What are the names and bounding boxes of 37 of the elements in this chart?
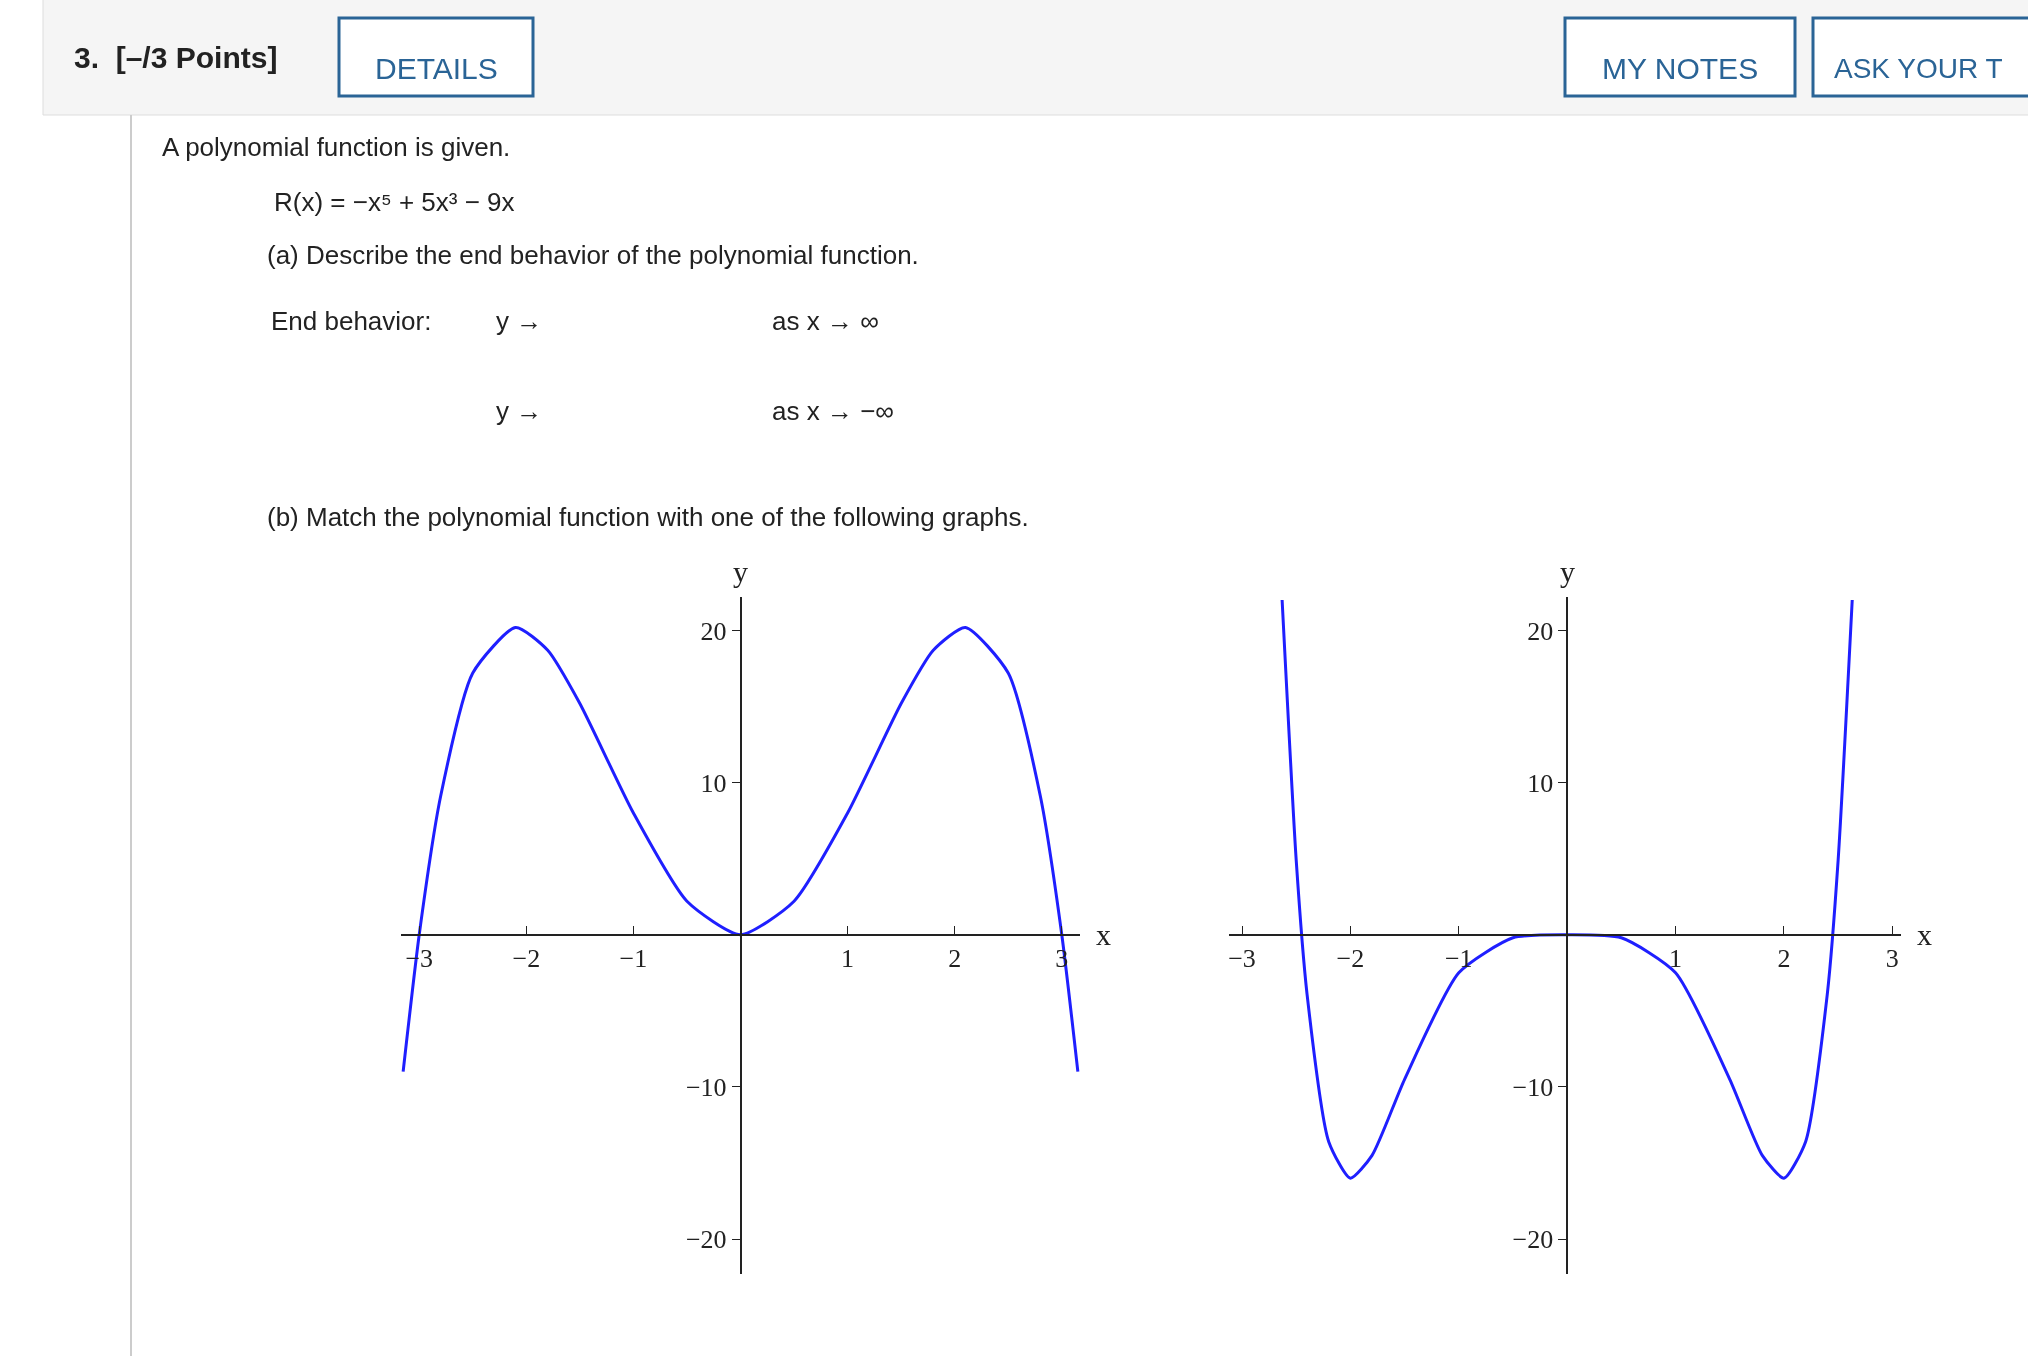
text: ASK YOUR T [1834, 53, 2003, 84]
x-tick-label: 2 [948, 943, 962, 973]
text: MY NOTES [1602, 52, 1759, 85]
line-series [401, 625, 1080, 1074]
x-tick-label: 3 [1885, 943, 1899, 973]
x-tick-label: −2 [1336, 943, 1365, 973]
x-tick-label: 1 [841, 943, 855, 973]
x-tick-label: −2 [512, 943, 541, 973]
y-tick-label: −10 [1512, 1072, 1554, 1102]
text: DETAILS [375, 52, 498, 85]
x-axis-title: x [1917, 918, 1932, 951]
y-axis-title: y [733, 555, 748, 588]
text: R(x) = −x⁵ + 5x³ − 9x [274, 187, 515, 217]
y-tick-label: 10 [1527, 768, 1554, 798]
y-tick-label: −10 [685, 1072, 727, 1102]
y-tick-label: −20 [1512, 1225, 1554, 1255]
x-tick-label: −3 [1228, 943, 1256, 973]
text: 3. [–/3 Points] [74, 41, 278, 74]
line-series [1280, 598, 1854, 1180]
text: (b) Match the polynomial function with one of the following graphs. [267, 502, 1029, 532]
text: A polynomial function is given. [162, 132, 511, 162]
text: y → [496, 396, 543, 426]
text: (a) Describe the end behavior of the polynomial function. [267, 240, 919, 270]
text: y → [496, 306, 543, 336]
y-tick-label: 20 [1527, 616, 1554, 646]
y-tick-label: 10 [700, 768, 727, 798]
y-tick-label: −20 [685, 1225, 727, 1255]
y-tick-label: 20 [700, 616, 727, 646]
x-tick-label: −1 [1444, 943, 1473, 973]
x-tick-label: 1 [1669, 943, 1683, 973]
x-tick-label: 2 [1777, 943, 1791, 973]
text: as x → ∞ [772, 306, 879, 336]
x-axis-title: x [1096, 918, 1111, 951]
y-axis-title: y [1560, 555, 1575, 588]
x-tick-label: −1 [619, 943, 648, 973]
text: as x → −∞ [772, 396, 894, 426]
text: End behavior: [271, 306, 432, 336]
